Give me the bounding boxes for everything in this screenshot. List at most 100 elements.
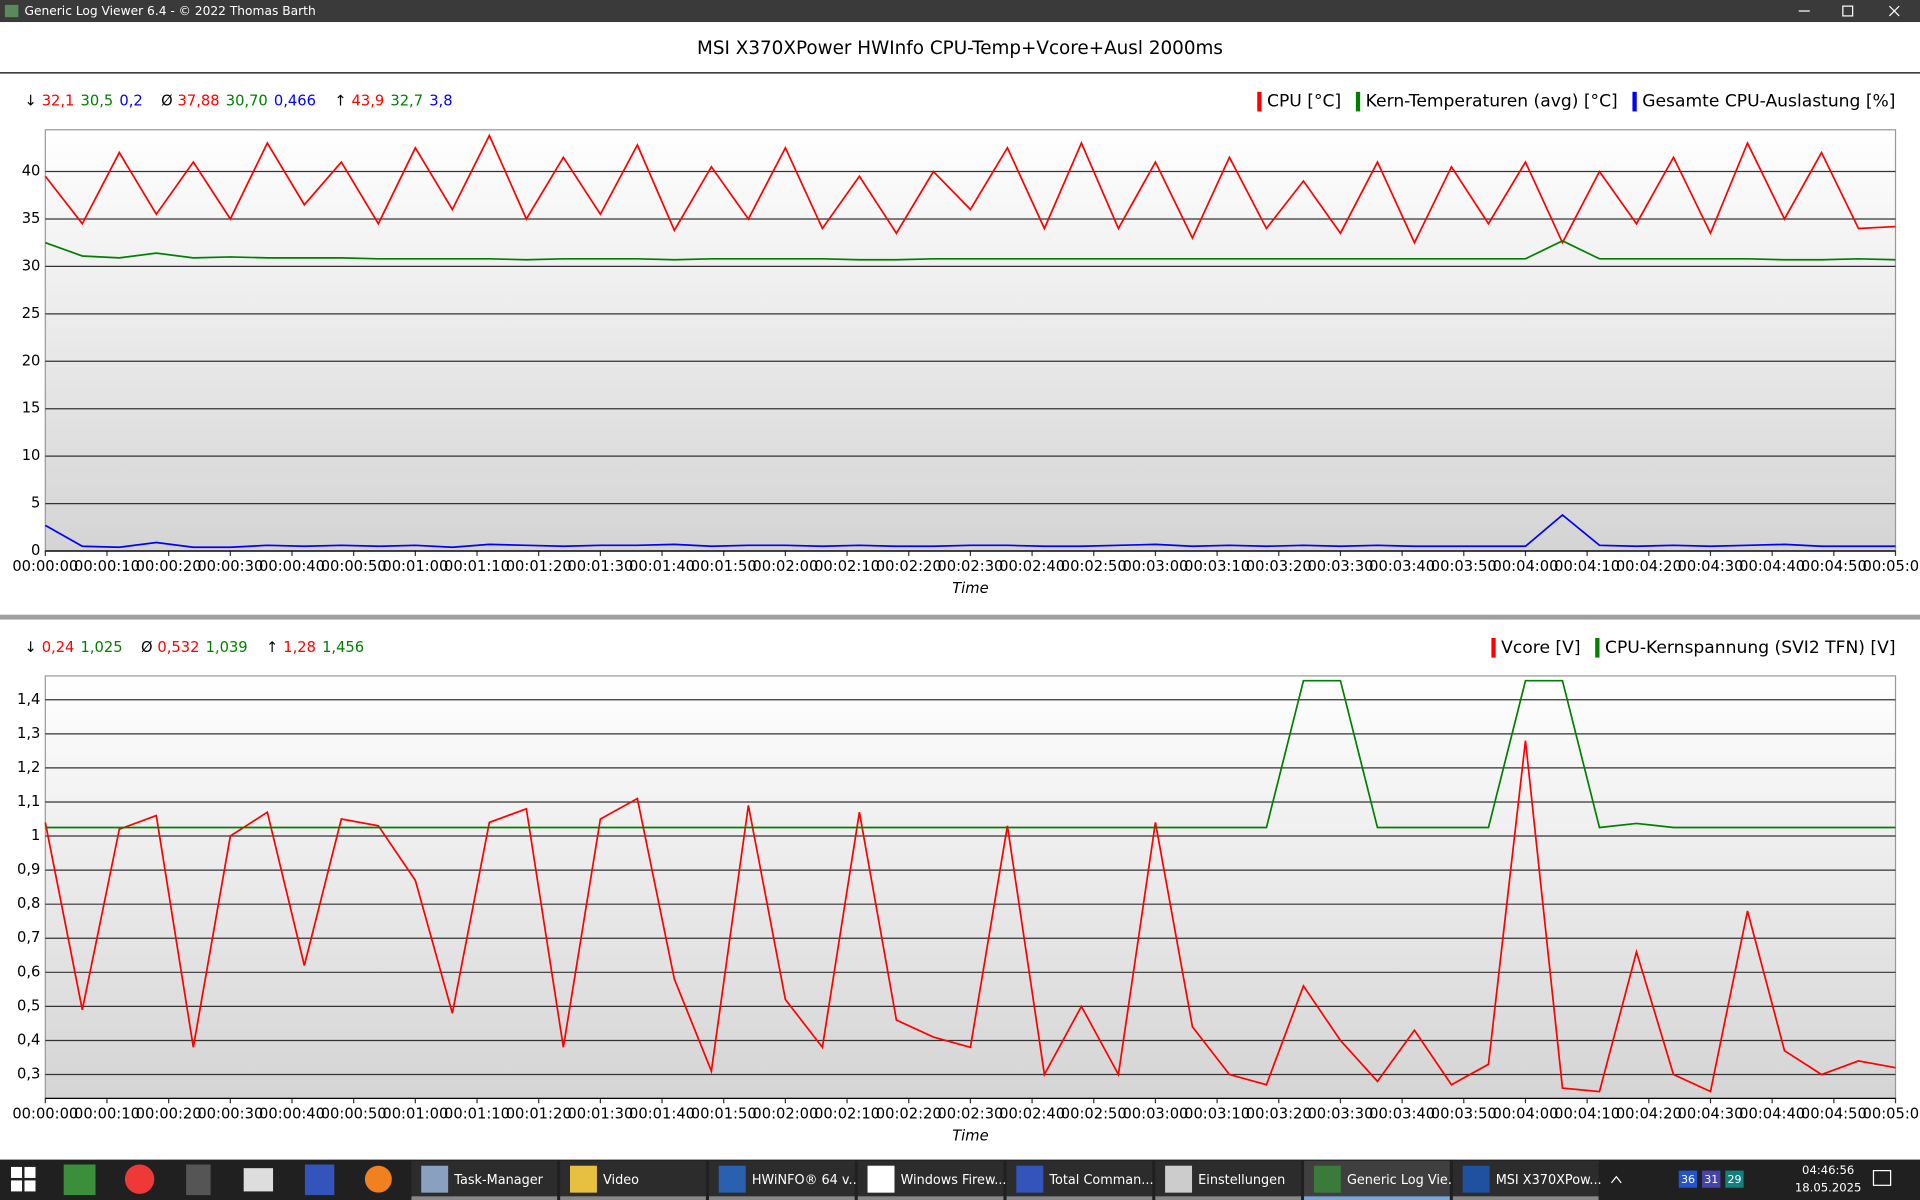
x-tick-label: 00:00:30 xyxy=(197,558,263,575)
y-tick-label: 25 xyxy=(22,305,41,322)
legend-swatch[interactable] xyxy=(1257,91,1262,112)
series-line xyxy=(45,239,1896,261)
x-tick-label: 00:03:00 xyxy=(1122,1105,1188,1122)
x-tick-label: 00:02:10 xyxy=(814,1105,880,1122)
task-underline xyxy=(1155,1196,1302,1200)
tray-badge[interactable] xyxy=(1702,1170,1721,1188)
clock-time[interactable]: 04:46:56 xyxy=(1802,1163,1854,1177)
stat-value: 37,88 xyxy=(178,93,220,110)
x-tick-label: 00:01:10 xyxy=(444,558,510,575)
x-tick-label: 00:01:50 xyxy=(691,1105,757,1122)
x-tick-label: 00:02:30 xyxy=(937,558,1003,575)
tray-chevron[interactable] xyxy=(1610,1175,1622,1184)
legend-label[interactable]: Kern-Temperaturen (avg) [°C] xyxy=(1366,92,1618,112)
x-tick-label: 00:00:40 xyxy=(259,1105,325,1122)
stat-value: 30,70 xyxy=(226,93,268,110)
legend-swatch[interactable] xyxy=(1491,637,1496,658)
legend-swatch[interactable] xyxy=(1595,637,1600,658)
x-tick-label: 00:00:00 xyxy=(12,558,78,575)
series-line xyxy=(45,679,1896,829)
y-tick-label: 1,2 xyxy=(17,759,40,776)
clock-date[interactable]: 18.05.2025 xyxy=(1795,1180,1862,1194)
x-tick-label: 00:01:30 xyxy=(567,558,633,575)
x-tick-label: 00:00:50 xyxy=(321,1105,387,1122)
y-tick-label: 20 xyxy=(22,352,41,369)
y-tick-label: 0,7 xyxy=(17,929,40,946)
x-tick-label: 00:01:50 xyxy=(691,558,757,575)
task-icon xyxy=(1313,1165,1341,1193)
pinned-app[interactable] xyxy=(124,1164,155,1194)
close-button[interactable] xyxy=(1888,5,1900,17)
x-tick-label: 00:04:10 xyxy=(1554,1105,1620,1122)
x-tick-label: 00:02:00 xyxy=(752,558,818,575)
task-buttons: Task-Manager Video HWiNFO® 64 v... Windows … xyxy=(411,1160,1602,1200)
legend-swatch[interactable] xyxy=(1632,91,1637,112)
legend-label[interactable]: CPU-Kernspannung (SVI2 TFN) [V] xyxy=(1605,638,1896,658)
y-tick-label: 0,8 xyxy=(17,895,40,912)
stat-value: 1,456 xyxy=(322,639,364,656)
stat-value: 0,532 xyxy=(157,639,199,656)
start-button[interactable] xyxy=(11,1166,36,1192)
y-tick-label: 15 xyxy=(22,400,41,417)
stat-symbol: ↓ xyxy=(24,639,36,656)
pinned-app[interactable] xyxy=(364,1165,392,1193)
notification-button[interactable] xyxy=(1872,1170,1892,1186)
task-underline xyxy=(1452,1196,1599,1200)
x-tick-label: 00:05:00 xyxy=(1863,1105,1920,1122)
pinned-app[interactable] xyxy=(186,1164,211,1196)
system-tray: 36 31 29 04:46:56 18.05.2025 xyxy=(1610,1163,1892,1194)
task-icon xyxy=(718,1165,746,1193)
x-tick-label: 00:02:40 xyxy=(999,1105,1065,1122)
y-tick-label: 40 xyxy=(22,163,41,180)
y-tick-label: 0,5 xyxy=(17,997,40,1014)
x-tick-label: 00:01:20 xyxy=(506,558,572,575)
start-icon xyxy=(24,1180,36,1192)
series-line xyxy=(44,740,1896,1093)
x-tick-label: 00:04:50 xyxy=(1801,1105,1867,1122)
start-icon xyxy=(24,1166,36,1178)
task-label: Task-Manager xyxy=(453,1173,543,1188)
pinned-app[interactable] xyxy=(63,1164,96,1196)
y-tick-label: 0,9 xyxy=(17,861,40,878)
x-tick-label: 00:00:10 xyxy=(74,558,140,575)
tray-value: 36 xyxy=(1681,1173,1695,1186)
stat-value: 43,9 xyxy=(352,93,385,110)
y-tick-label: 35 xyxy=(22,210,41,227)
pinned-app[interactable] xyxy=(243,1168,274,1192)
pinned-app[interactable] xyxy=(304,1164,335,1196)
y-tick-label: 10 xyxy=(22,447,41,464)
heading: MSI X370XPower HWInfo CPU-Temp+Vcore+Aus… xyxy=(697,38,1223,59)
restore-button[interactable] xyxy=(1842,5,1854,17)
x-tick-label: 00:00:00 xyxy=(12,1105,78,1122)
x-tick-label: 00:03:30 xyxy=(1307,558,1373,575)
tray-badge[interactable] xyxy=(1725,1170,1744,1188)
series-line xyxy=(44,513,1896,549)
task-label: Windows Firew... xyxy=(901,1173,1007,1188)
chart-splitter[interactable] xyxy=(0,614,1920,620)
charts: 051015202530354000:00:0000:00:1000:00:20… xyxy=(12,92,1920,1145)
legend-label[interactable]: Vcore [V] xyxy=(1501,638,1580,658)
x-tick-label: 00:02:50 xyxy=(1061,558,1127,575)
x-tick-label: 00:03:30 xyxy=(1307,1105,1373,1122)
x-tick-label: 00:04:20 xyxy=(1616,558,1682,575)
legend-swatch[interactable] xyxy=(1355,91,1361,112)
legend-label[interactable]: CPU [°C] xyxy=(1267,92,1341,112)
legend-label[interactable]: Gesamte CPU-Auslastung [%] xyxy=(1642,92,1895,112)
x-tick-label: 00:01:40 xyxy=(629,1105,695,1122)
task-icon xyxy=(570,1165,597,1193)
x-tick-label: 00:04:50 xyxy=(1801,558,1867,575)
x-tick-label: 00:04:00 xyxy=(1492,558,1558,575)
x-tick-label: 00:03:40 xyxy=(1369,1105,1435,1122)
x-tick-label: 00:02:20 xyxy=(876,558,942,575)
x-tick-label: 00:03:50 xyxy=(1431,1105,1497,1122)
x-tick-label: 00:04:30 xyxy=(1678,1105,1744,1122)
y-tick-label: 0,4 xyxy=(17,1031,40,1048)
tray-badge[interactable] xyxy=(1678,1170,1698,1188)
stat-value: 32,7 xyxy=(390,93,423,110)
y-tick-label: 1,1 xyxy=(17,793,40,810)
y-tick-label: 1 xyxy=(31,827,40,844)
y-tick-label: 0 xyxy=(31,542,40,559)
x-tick-label: 00:01:00 xyxy=(382,558,448,575)
